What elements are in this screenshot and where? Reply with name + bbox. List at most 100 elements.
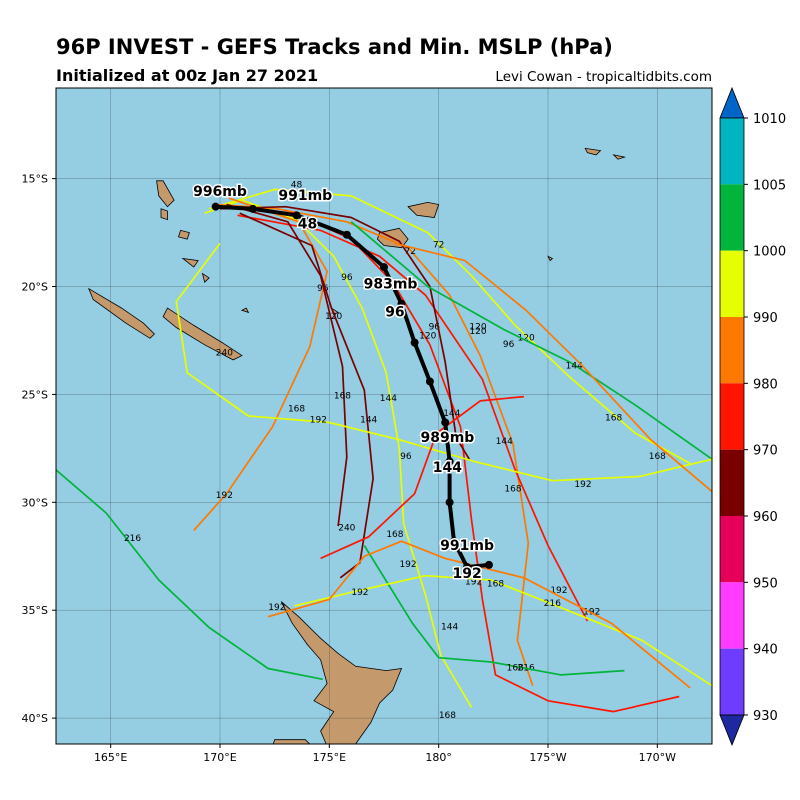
mean-pressure-label: 996mb [193,184,247,200]
member-track-line [237,214,589,622]
track-hour-label: 192 [310,415,327,425]
lat-tick-label: 25°S [22,388,48,401]
land-polygon [87,287,155,339]
colorbar-top-arrow [719,86,745,119]
track-hour-label: 96 [400,452,412,462]
mean-track-point [441,418,450,427]
mean-track-point [211,202,220,211]
colorbar-tick-label: 960 [753,510,778,525]
track-hour-label: 144 [380,394,397,404]
mean-track-point [449,537,458,546]
colorbar-segment [720,317,744,384]
lat-tick-label: 30°S [22,496,48,509]
lon-tick-label: 170°W [639,751,676,764]
mean-pressure-label: 991mb [440,538,494,554]
track-hour-label: 168 [504,485,521,495]
colorbar-tick-label: 950 [753,576,778,591]
colorbar-bottom-arrow [719,714,745,747]
mean-hour-label: 96 [385,305,404,321]
mean-hour-label: 192 [452,566,481,582]
mean-track-point [292,211,301,220]
lat-tick-label: 15°S [22,173,48,186]
mean-track-point [397,299,406,308]
track-hour-label: 168 [334,392,351,402]
mean-track-point [425,377,434,386]
track-hour-label: 144 [566,362,583,372]
colorbar-segment [720,648,744,715]
land-polygon [612,154,627,160]
track-hour-label: 192 [216,491,233,501]
track-hour-label: 48 [291,180,303,190]
land-polygon [160,208,168,221]
land-polygon [162,307,243,361]
colorbar-frame [719,117,745,716]
colorbar-segment [720,582,744,649]
member-track-line [320,395,524,560]
member-track-line [267,540,691,689]
colorbar-segment [720,250,744,317]
member-track-line [394,242,712,493]
lat-tick-label: 20°S [22,281,48,294]
track-hour-label: 168 [288,405,305,415]
track-hour-label: 216 [544,599,561,609]
track-hour-label: 240 [338,523,355,533]
member-track-line [363,545,625,676]
track-hour-label: 120 [469,327,486,337]
mean-pressure-label: 983mb [364,277,418,293]
lon-tick-label: 175°E [313,751,346,764]
track-hour-label: 120 [419,331,436,341]
track-hour-label: 96 [503,340,515,350]
track-hour-label: 192 [268,603,285,613]
track-hour-label: 168 [507,664,524,674]
chart-subtitle: Initialized at 00z Jan 27 2021 [56,66,319,85]
mean-track-point [445,498,454,507]
lon-tick-label: 180° [425,751,452,764]
mean-track-line [213,204,491,570]
land-masses [87,147,627,744]
track-hour-label: 120 [518,333,535,343]
track-hour-label: 168 [649,452,666,462]
colorbar-tick-label: 1010 [753,112,786,127]
chart-title: 96P INVEST - GEFS Tracks and Min. MSLP (… [56,35,613,59]
land-polygon [240,307,250,314]
mean-pressure-label: 991mb [278,188,332,204]
member-track-line [226,203,348,527]
member-track-line [350,221,712,460]
track-hour-label: 120 [469,323,486,333]
land-polygon [201,272,210,283]
track-hour-label: 96 [341,273,353,283]
longitude-ticks: 165°E 170°E 175°E 180° 175°W 170°W [94,744,676,764]
colorbar-segment [720,383,744,450]
pressure-colorbar: 1010 1005 1000 990 980 970 960 950 940 930 [719,86,786,747]
track-hour-label: 192 [399,560,416,570]
lon-tick-label: 165°E [94,751,127,764]
land-polygon [584,147,602,156]
mean-track-point [380,263,388,272]
land-polygon [272,739,311,744]
track-hour-label: 72 [405,247,416,257]
track-hour-label: 72 [433,241,444,251]
land-polygon [181,257,199,268]
track-hour-label: 168 [487,579,504,589]
colorbar-tick-label: 970 [753,444,778,459]
track-hour-label: 192 [465,577,482,587]
map-frame [55,87,713,745]
mean-pressure-label: 989mb [420,430,474,446]
mean-track-point [248,204,257,213]
track-hour-label: 168 [439,711,456,721]
track-hour-label: 96 [429,323,441,333]
member-track-line [294,574,712,687]
track-hour-label: 144 [441,623,458,633]
track-hour-label: 216 [124,534,141,544]
land-polygon [156,180,175,208]
colorbar-segment [720,449,744,516]
track-hour-label: 168 [386,530,403,540]
track-hour-label: 192 [351,588,368,598]
track-hour-label: 192 [574,480,591,490]
mean-track-point [463,563,472,572]
colorbar-segment [720,184,744,251]
lat-tick-label: 40°S [22,712,48,725]
latitude-ticks: 15°S 20°S 25°S 30°S 35°S 40°S [22,173,56,725]
